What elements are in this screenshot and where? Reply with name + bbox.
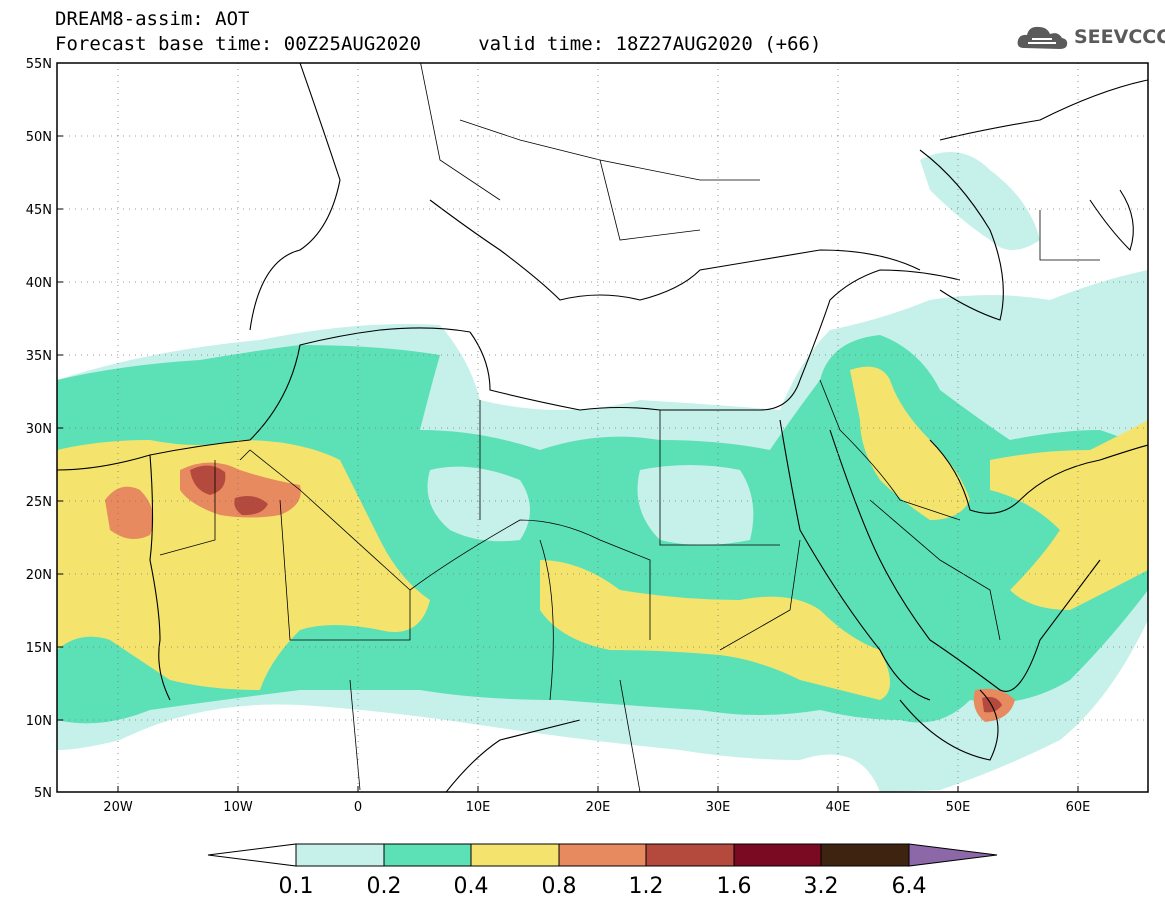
colorbar-level: 0.8: [542, 874, 577, 899]
aot-band-very-high-1: [105, 486, 154, 539]
lat-label: 40N: [26, 276, 52, 291]
lon-label: 40E: [826, 800, 851, 815]
lon-label: 10E: [466, 800, 491, 815]
lat-label: 5N: [34, 786, 52, 801]
aot-band-extreme-1: [190, 465, 226, 495]
lat-label: 30N: [26, 422, 52, 437]
colorbar-level: 0.4: [454, 874, 489, 899]
aot-band-egypt-gap: [637, 465, 754, 545]
colorbar-swatch: [383, 843, 472, 867]
aot-band-high-arabia: [850, 366, 970, 520]
aot-band-north-africa-gap: [427, 466, 530, 542]
lat-label: 55N: [26, 57, 52, 72]
map-title: DREAM8-assim: AOT: [55, 8, 250, 30]
colorbar-swatch: [470, 843, 560, 867]
colorbar-level: 1.6: [717, 874, 752, 899]
lon-label: 0: [354, 800, 362, 815]
aot-band-extreme-3: [982, 696, 1002, 713]
seevccc-logo: SEEVCCC: [1016, 22, 1165, 52]
lat-label: 20N: [26, 568, 52, 583]
lon-label: 50E: [946, 800, 971, 815]
aot-band-high-west: [57, 440, 430, 690]
colorbar-level: 1.2: [629, 874, 664, 899]
aot-band-extreme-2: [234, 496, 268, 516]
lon-label: 60E: [1066, 800, 1091, 815]
colorbar-under-arrow: [207, 843, 297, 867]
colorbar-level: 6.4: [892, 874, 927, 899]
colorbar-swatch: [558, 843, 647, 867]
forecast-times: Forecast base time: 00Z25AUG2020 valid t…: [55, 33, 822, 55]
lat-label: 45N: [26, 203, 52, 218]
cloud-icon: [1017, 26, 1068, 49]
aot-field: [57, 63, 1148, 792]
colorbar-swatch: [733, 843, 822, 867]
lat-label: 10N: [26, 714, 52, 729]
colorbar-level: 3.2: [804, 874, 839, 899]
lat-label: 25N: [26, 495, 52, 510]
colorbar-level: 0.2: [367, 874, 402, 899]
colorbar-swatch: [295, 843, 385, 867]
lon-label: 30E: [706, 800, 731, 815]
colorbar-swatch: [820, 843, 910, 867]
tick-marks: [57, 62, 1079, 793]
lon-label: 20E: [586, 800, 611, 815]
lat-label: 35N: [26, 349, 52, 364]
aot-band-high-iran: [990, 420, 1148, 610]
aot-band-high-sahel: [540, 560, 890, 700]
colorbar-over-arrow: [908, 843, 998, 867]
colorbar-level: 0.1: [279, 874, 314, 899]
lat-label: 50N: [26, 130, 52, 145]
lon-label: 10W: [223, 800, 253, 815]
lon-label: 20W: [103, 800, 133, 815]
colorbar-swatch: [645, 843, 735, 867]
coastlines: [57, 63, 1148, 792]
logo-text: SEEVCCC: [1074, 26, 1165, 48]
lat-label: 15N: [26, 641, 52, 656]
colorbar: [207, 843, 998, 867]
